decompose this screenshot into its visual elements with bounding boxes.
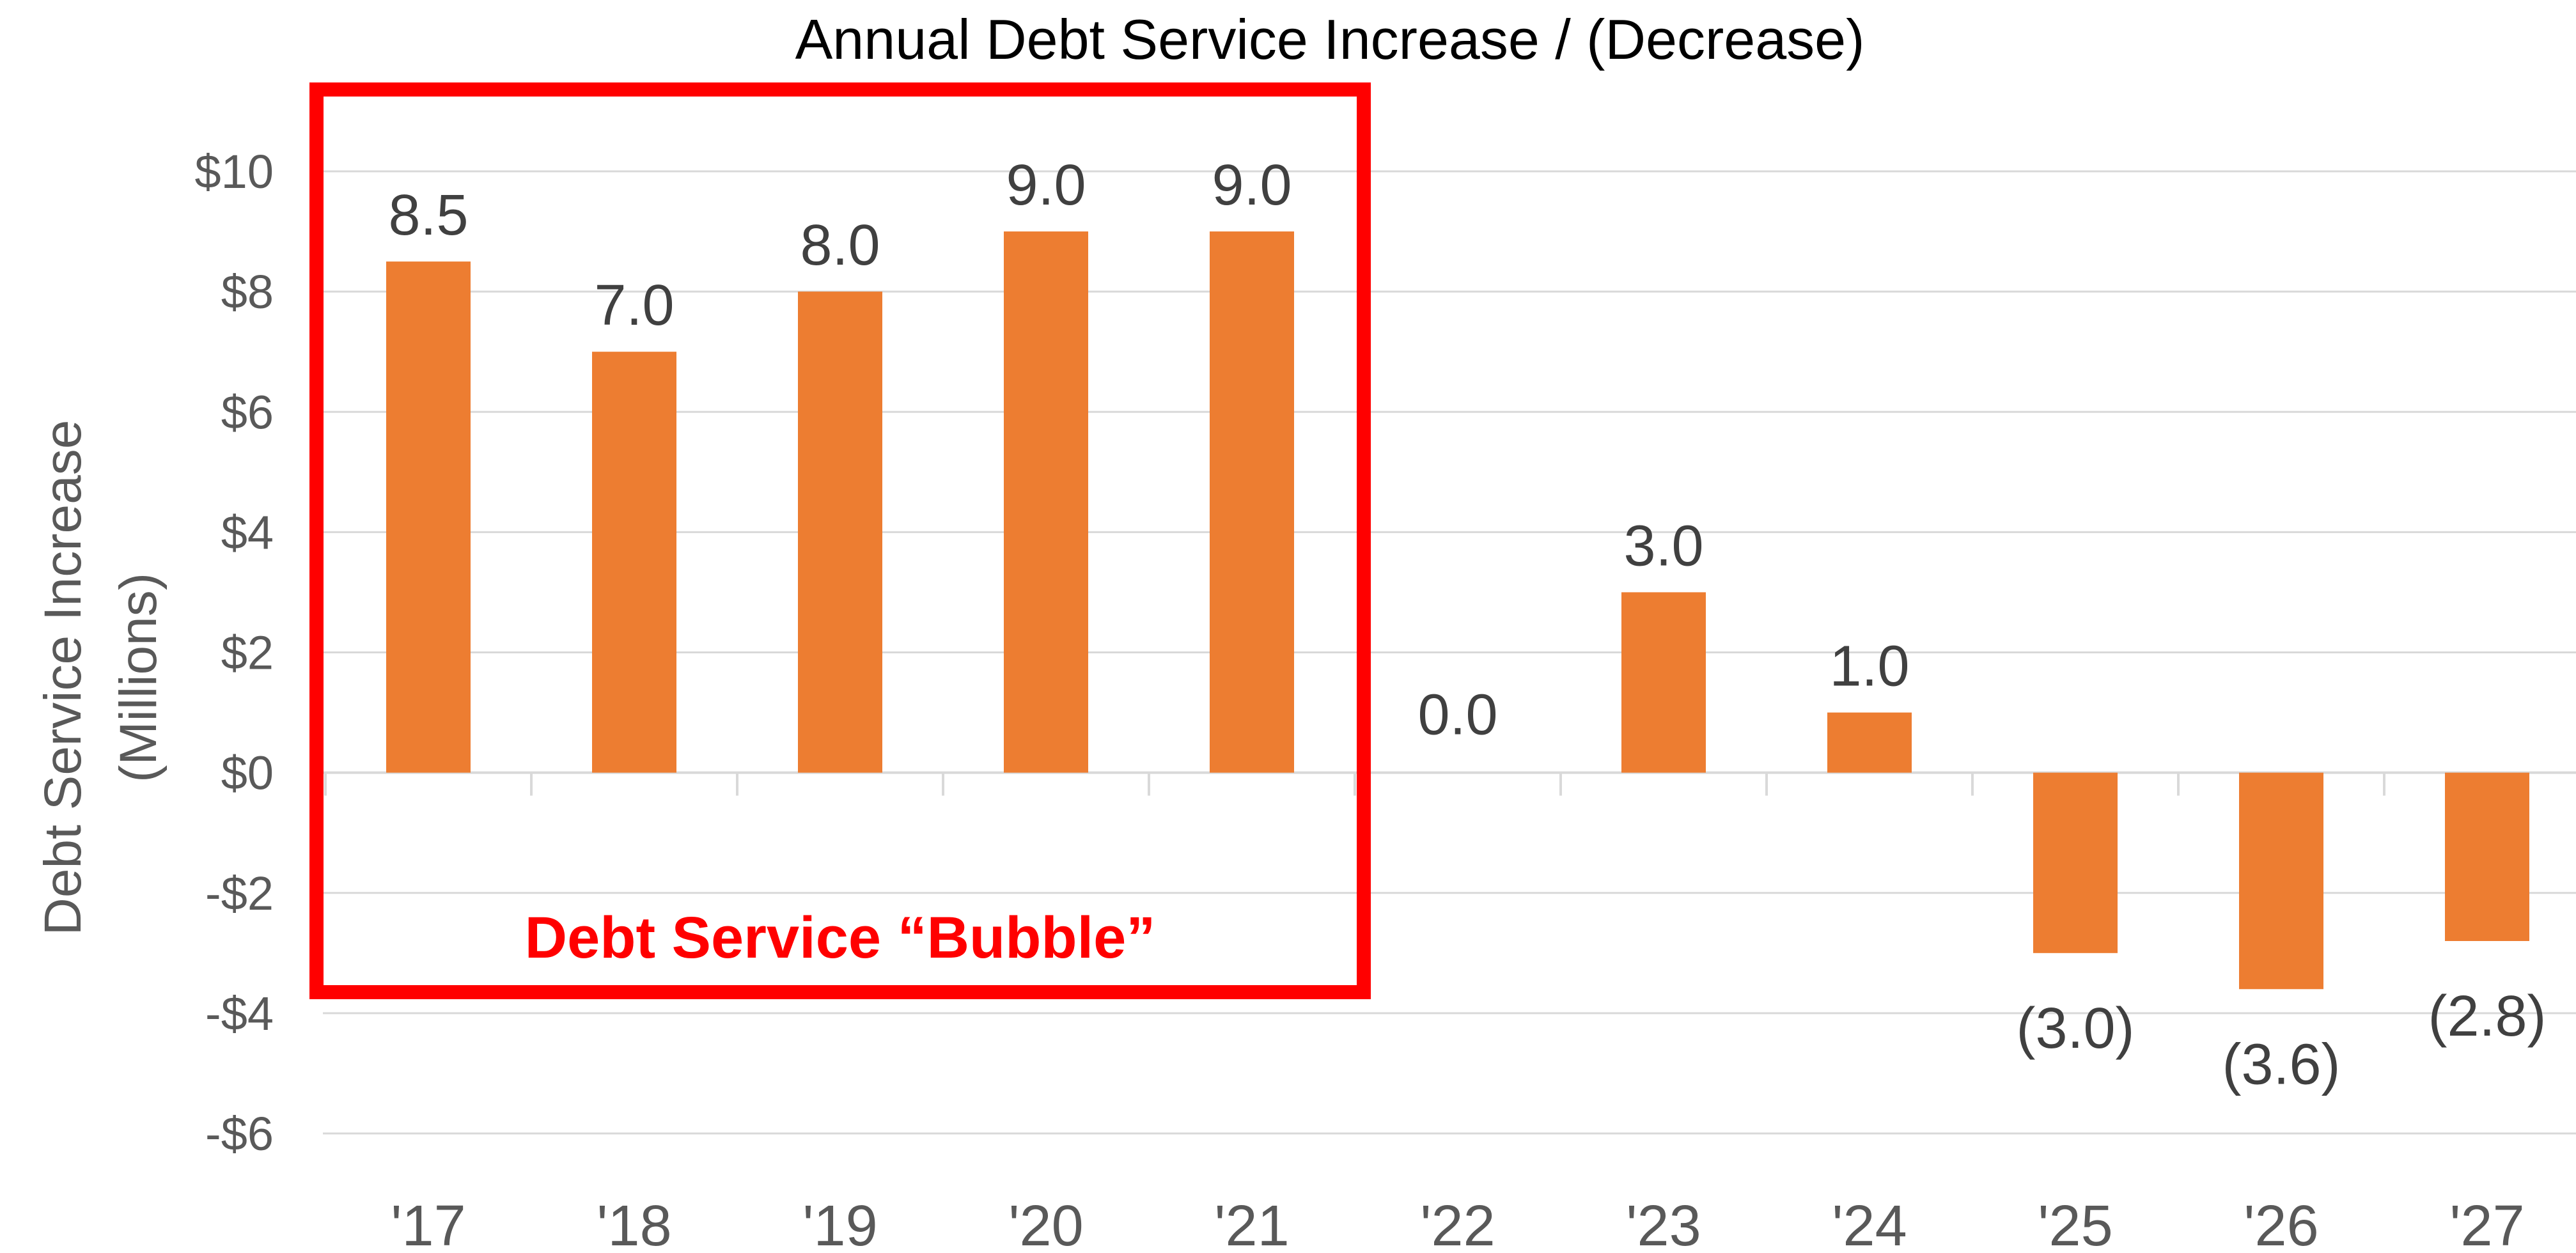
data-label: 3.0 <box>1623 514 1703 578</box>
chart-title: Annual Debt Service Increase / (Decrease… <box>795 8 1865 71</box>
data-label: 1.0 <box>1829 635 1909 699</box>
x-tick-label: '22 <box>1420 1194 1495 1253</box>
bar <box>1621 592 1706 773</box>
data-label: 0.0 <box>1417 683 1497 747</box>
y-axis-label-line-1: Debt Service Increase <box>34 420 92 936</box>
y-tick-label: $0 <box>221 747 274 800</box>
bar <box>1210 231 1294 773</box>
data-label: (2.8) <box>2428 984 2546 1048</box>
y-tick-label: -$2 <box>205 867 274 920</box>
data-labels: 8.5 7.0 8.0 9.0 9.0 0.0 3.0 1.0 (3.0) (3.6) (2.8) <box>388 153 2546 1096</box>
gridlines <box>323 170 2576 1135</box>
bubble-highlight-box <box>309 82 1371 999</box>
x-tick-label: '23 <box>1626 1194 1701 1253</box>
bar-series <box>386 231 2529 990</box>
y-axis-label: Debt Service Increase (Millions) <box>34 420 168 936</box>
y-tick-label: $2 <box>221 626 274 680</box>
x-tick-label: '24 <box>1832 1194 1907 1253</box>
data-label: 8.0 <box>800 214 880 277</box>
y-axis-label-line-2: (Millions) <box>109 573 168 782</box>
bar <box>1827 712 1912 773</box>
x-axis <box>323 771 2576 796</box>
bar <box>592 352 676 773</box>
data-label: 9.0 <box>1006 153 1086 217</box>
bar <box>2033 772 2118 953</box>
x-tick-label: '26 <box>2244 1194 2318 1253</box>
x-tick-label: '21 <box>1214 1194 1289 1253</box>
x-tick-label: '20 <box>1008 1194 1083 1253</box>
bar <box>1004 231 1088 773</box>
y-tick-label: -$4 <box>205 987 274 1040</box>
y-tick-label: -$6 <box>205 1107 274 1160</box>
y-axis-ticks: $10 $8 $6 $4 $2 $0 -$2 -$4 -$6 <box>195 145 274 1160</box>
bar <box>798 292 882 773</box>
x-tick-label: '17 <box>391 1194 465 1253</box>
y-tick-label: $4 <box>221 506 274 559</box>
y-tick-label: $6 <box>221 385 274 439</box>
data-label: 9.0 <box>1212 153 1292 217</box>
y-tick-label: $8 <box>221 265 274 318</box>
x-tick-label: '18 <box>597 1194 671 1253</box>
bubble-annotation-text: Debt Service “Bubble” <box>525 905 1156 970</box>
bar <box>2445 772 2529 941</box>
data-label: (3.0) <box>2016 997 2134 1061</box>
data-label: (3.6) <box>2222 1032 2340 1096</box>
data-label: 8.5 <box>388 183 468 247</box>
x-axis-ticks: '17 '18 '19 '20 '21 '22 '23 '24 '25 '26 '27 <box>391 1194 2524 1253</box>
y-tick-label: $10 <box>195 145 274 198</box>
data-label: 7.0 <box>594 274 674 338</box>
x-tick-label: '27 <box>2449 1194 2524 1253</box>
x-tick-label: '19 <box>802 1194 877 1253</box>
bar <box>2239 772 2323 990</box>
x-tick-label: '25 <box>2038 1194 2112 1253</box>
bar <box>386 261 471 773</box>
